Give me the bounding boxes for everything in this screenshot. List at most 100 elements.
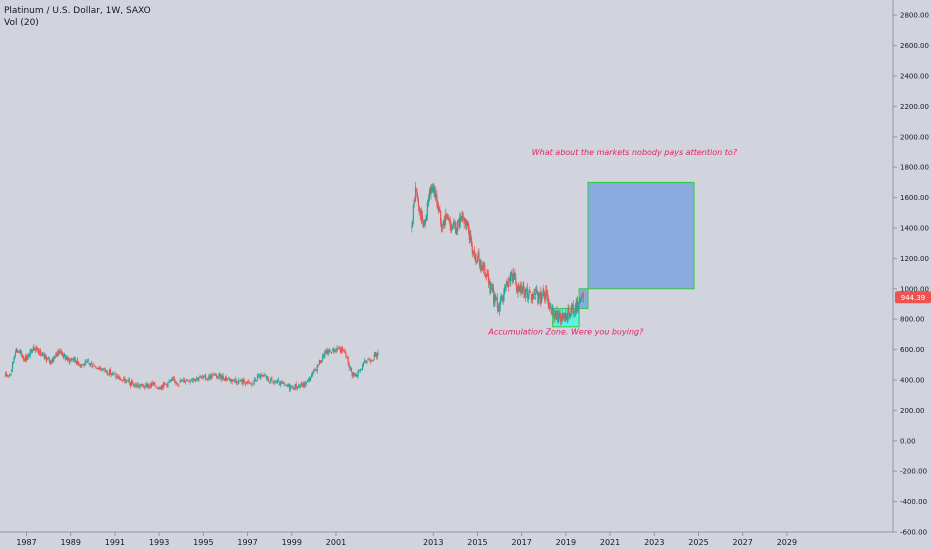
candle-body xyxy=(274,382,276,384)
candle-body xyxy=(567,307,569,321)
candle-body xyxy=(69,359,71,363)
candle-body xyxy=(531,294,533,299)
candle-body xyxy=(159,386,161,390)
candle-body xyxy=(574,312,576,314)
candle-body xyxy=(327,349,329,355)
candle-body xyxy=(81,364,83,366)
candle-body xyxy=(241,379,243,384)
candle-body xyxy=(171,378,174,380)
candle-body xyxy=(508,279,510,282)
time-tick-label: 1989 xyxy=(61,538,81,547)
candle-body xyxy=(13,358,15,362)
candle-body xyxy=(64,354,66,356)
candle-body xyxy=(417,197,419,200)
candle-body xyxy=(451,224,453,229)
candle-body xyxy=(151,383,154,385)
candle-body xyxy=(31,351,34,353)
candle-body xyxy=(319,360,322,364)
candle-body xyxy=(442,224,444,226)
price-tick-label: -200.00 xyxy=(900,468,927,476)
candle-body xyxy=(7,375,9,377)
candle-body xyxy=(42,354,45,355)
candle-body xyxy=(164,382,166,384)
candle-body xyxy=(438,209,440,211)
candle-body xyxy=(452,223,454,228)
candle-body xyxy=(59,351,62,353)
candle-body xyxy=(22,357,24,358)
candle-body xyxy=(253,379,255,384)
candle-body xyxy=(18,350,20,353)
candle-body xyxy=(54,356,56,358)
candle-body xyxy=(337,347,339,350)
candle-body xyxy=(132,381,134,385)
candle-body xyxy=(325,349,327,353)
candle-body xyxy=(490,283,492,293)
candle-body xyxy=(448,218,450,221)
candle-body xyxy=(65,357,67,360)
candle-body xyxy=(523,286,525,290)
candle-body xyxy=(532,295,535,300)
candle-body xyxy=(72,359,74,360)
candle-body xyxy=(427,202,429,204)
candle-body xyxy=(468,223,470,235)
candle-body xyxy=(78,365,81,366)
candle-body xyxy=(84,361,86,366)
candle-body xyxy=(96,368,98,369)
candle-body xyxy=(286,385,288,387)
candle-body xyxy=(332,348,334,352)
candle-body xyxy=(492,287,494,290)
symbol-title[interactable]: Platinum / U.S. Dollar, 1W, SAXO xyxy=(4,6,151,16)
candle-body xyxy=(578,301,580,302)
candle-body xyxy=(292,386,294,390)
candle-body xyxy=(116,376,118,378)
candle-body xyxy=(533,289,535,296)
candle-body xyxy=(563,313,565,319)
candle-body xyxy=(423,220,425,224)
candle-body xyxy=(336,347,338,352)
candle-body xyxy=(243,379,245,383)
candle-body xyxy=(540,291,542,303)
candle-body xyxy=(571,304,574,308)
time-tick-label: 2013 xyxy=(423,538,443,547)
candle-body xyxy=(447,218,449,220)
candle-body xyxy=(343,350,345,351)
candle-body xyxy=(370,360,372,362)
candle-body xyxy=(441,227,443,232)
candle-body xyxy=(556,310,558,320)
candle-body xyxy=(51,359,53,363)
candle-body xyxy=(120,380,123,381)
candle-body xyxy=(478,252,480,262)
candle-body xyxy=(344,350,346,353)
candle-body xyxy=(20,351,22,353)
volume-indicator-label[interactable]: Vol (20) xyxy=(4,18,39,28)
candle-body xyxy=(298,386,301,387)
candle-body xyxy=(14,355,16,359)
candle-body xyxy=(25,355,28,360)
time-axis[interactable]: 1987 1989 1991 1993 1995 1997 1999 2001 2013 2015… xyxy=(0,531,893,547)
candle-body xyxy=(482,266,484,270)
candle-body xyxy=(22,357,25,360)
candle-body xyxy=(321,360,323,364)
price-axis[interactable]: 2800.00 2600.00 2400.00 2200.00 2000.00 1800.… xyxy=(892,0,929,537)
candle-body xyxy=(516,289,518,291)
candle-body xyxy=(130,381,133,386)
candle-body xyxy=(314,369,316,370)
candle-body xyxy=(537,293,540,304)
candle-body xyxy=(112,372,114,375)
candle-body xyxy=(167,382,169,387)
candle-body xyxy=(374,354,376,356)
candle-body xyxy=(551,309,553,312)
candle-body xyxy=(161,385,164,389)
candle-body xyxy=(418,205,420,211)
time-tick-label: 2021 xyxy=(600,538,620,547)
candle-body xyxy=(280,381,282,386)
candle-body xyxy=(218,374,220,378)
candle-body xyxy=(145,383,147,388)
candle-body xyxy=(206,378,208,380)
candle-body xyxy=(560,318,562,322)
candle-body xyxy=(557,312,560,323)
candle-body xyxy=(189,380,191,382)
candle-body xyxy=(90,363,92,365)
candle-body xyxy=(105,370,107,372)
